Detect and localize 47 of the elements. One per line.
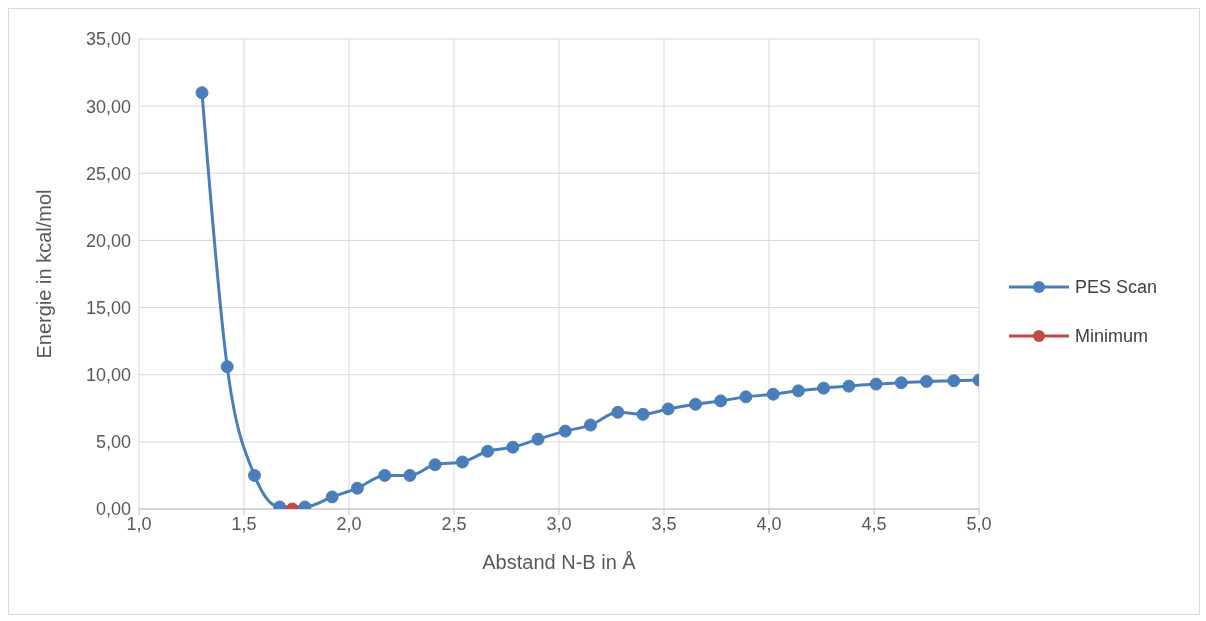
x-tick-label: 2,5 [441,513,467,534]
point [428,458,442,472]
point [531,432,545,446]
y-axis-title: Energie in kcal/mol [33,189,56,359]
y-tick-label: 35,00 [85,29,131,50]
y-tick-label: 25,00 [85,163,131,184]
point [481,444,495,458]
point [739,390,753,404]
x-tick-label: 3,0 [546,513,572,534]
point [791,384,805,398]
point [220,360,234,374]
point [894,376,908,390]
point [766,387,780,401]
point [661,402,675,416]
point [378,468,392,482]
point [842,379,856,393]
y-tick-label: 15,00 [85,297,131,318]
y-tick-label: 10,00 [85,365,131,386]
x-tick-label: 3,5 [651,513,677,534]
point [350,481,364,495]
point [611,405,625,419]
point [869,377,883,391]
legend-label: Minimum [1075,325,1149,347]
point [506,440,520,454]
x-axis-title: Abstand N-B in Å [482,551,637,573]
point [947,374,961,388]
point [325,490,339,504]
point [455,455,469,469]
point [714,394,728,408]
x-tick-label: 1,5 [231,513,257,534]
y-tick-label: 5,00 [95,432,131,453]
x-tick-label: 5,0 [966,513,992,534]
point [403,468,417,482]
point [817,381,831,395]
legend-label: PES Scan [1075,276,1158,298]
point [558,424,572,438]
x-tick-label: 4,0 [756,513,782,534]
y-tick-label: 20,00 [85,230,131,251]
point [584,418,597,432]
point [689,397,702,411]
point [636,407,650,421]
point [195,86,209,100]
point [920,374,933,388]
x-tick-label: 2,0 [336,513,362,534]
x-tick-label: 4,5 [861,513,887,534]
y-tick-label: 30,00 [85,96,131,117]
point [248,468,261,482]
